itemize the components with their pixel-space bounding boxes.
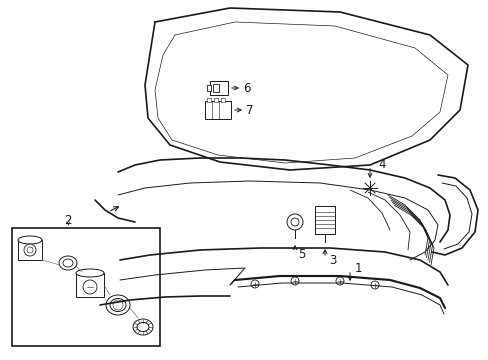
Text: 6: 6 <box>243 81 250 95</box>
Bar <box>206 85 210 91</box>
Bar <box>76 273 104 297</box>
Circle shape <box>335 277 343 285</box>
Bar <box>204 101 230 119</box>
Bar <box>221 98 224 102</box>
Ellipse shape <box>63 259 73 267</box>
Ellipse shape <box>18 236 42 244</box>
Circle shape <box>286 214 303 230</box>
Bar <box>214 98 218 102</box>
Ellipse shape <box>137 323 149 332</box>
Ellipse shape <box>133 319 153 335</box>
Circle shape <box>290 218 298 226</box>
Circle shape <box>113 300 123 310</box>
Bar <box>213 84 219 92</box>
Text: 2: 2 <box>64 213 72 226</box>
Bar <box>209 81 227 95</box>
Text: 7: 7 <box>245 104 253 117</box>
Ellipse shape <box>59 256 77 270</box>
Circle shape <box>250 280 259 288</box>
Bar <box>314 206 334 234</box>
Bar <box>12 228 160 346</box>
Text: 4: 4 <box>377 158 385 171</box>
Circle shape <box>27 247 33 253</box>
Circle shape <box>290 277 298 285</box>
Bar <box>18 240 42 260</box>
Ellipse shape <box>76 269 104 277</box>
Circle shape <box>24 244 36 256</box>
Bar <box>206 98 210 102</box>
Text: 3: 3 <box>328 253 336 266</box>
Ellipse shape <box>110 298 126 311</box>
Ellipse shape <box>106 295 130 315</box>
Circle shape <box>83 280 97 294</box>
Text: 5: 5 <box>297 248 305 261</box>
Circle shape <box>370 281 378 289</box>
Text: 1: 1 <box>354 261 362 274</box>
